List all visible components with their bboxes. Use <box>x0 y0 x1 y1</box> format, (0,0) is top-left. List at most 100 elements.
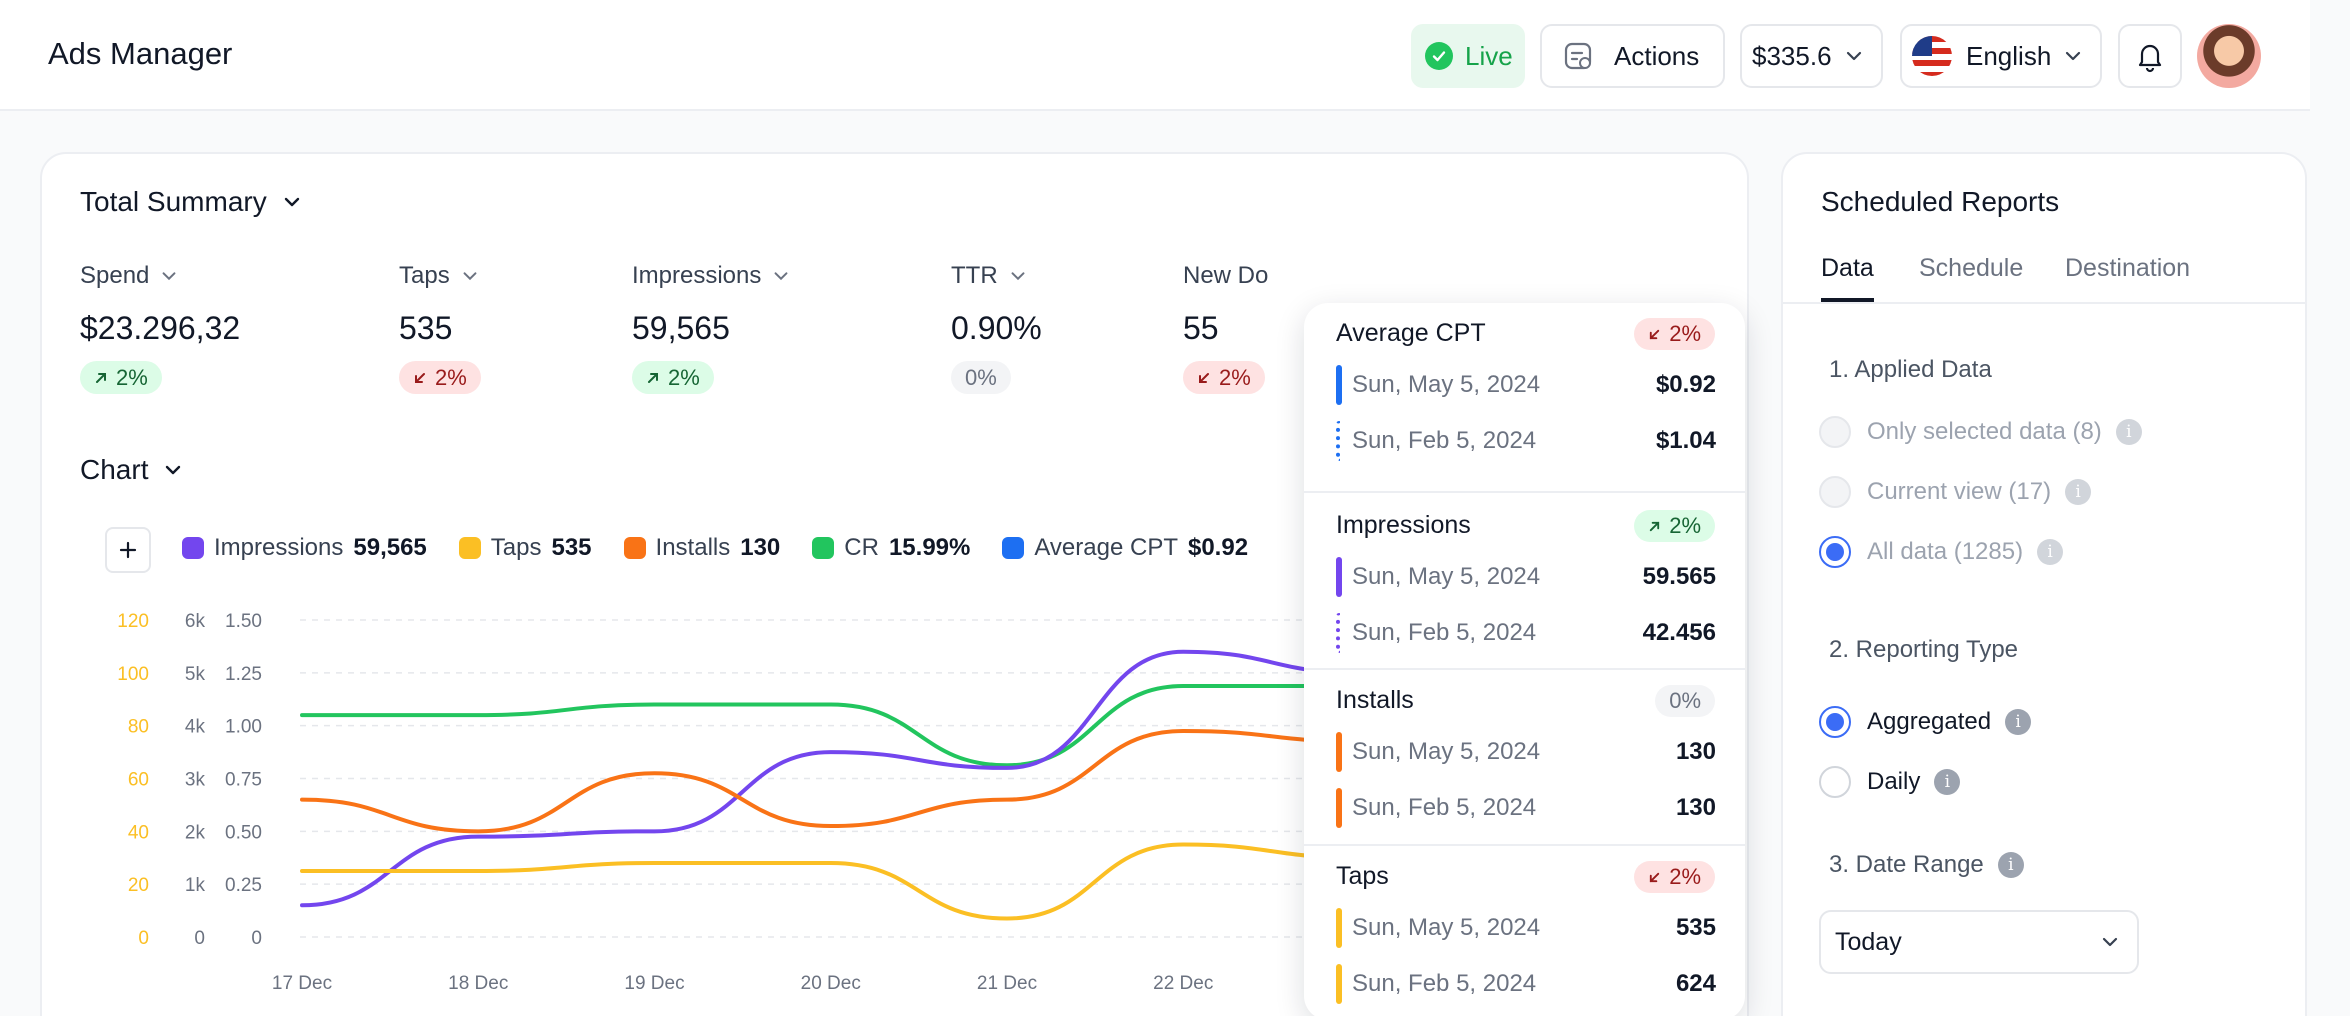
info-icon[interactable]: i <box>2005 709 2032 735</box>
series-bar <box>1336 788 1342 828</box>
arrow-up-right-icon <box>1650 521 1660 531</box>
metric-ttr-dropdown[interactable]: TTR <box>951 262 1042 290</box>
legend-label: Average CPT <box>1034 534 1178 561</box>
legend-installs[interactable]: Installs 130 <box>623 534 780 562</box>
radio-all-data[interactable]: All data (1285) i <box>1819 536 2064 568</box>
tooltip-row: Sun, May 5, 2024 $0.92 <box>1336 365 1716 405</box>
tab-schedule[interactable]: Schedule <box>1919 254 2024 282</box>
info-icon[interactable]: i <box>2037 539 2064 565</box>
radio-aggregated[interactable]: Aggregated i <box>1819 706 2032 738</box>
legend-label: Impressions <box>214 534 344 561</box>
tooltip-row: Sun, May 5, 2024 535 <box>1336 908 1716 948</box>
tooltip-section-average-cpt: Average CPT 2% Sun, May 5, 2024 $0.92 Sun… <box>1304 303 1745 491</box>
y-tick-label: 80 <box>128 717 149 738</box>
legend-label: Taps <box>490 534 542 561</box>
tooltip-row: Sun, Feb 5, 2024 42.456 <box>1336 613 1716 653</box>
x-tick-label: 21 Dec <box>977 973 1037 994</box>
y-tick-label: 20 <box>128 875 149 896</box>
y-tick-label: 0 <box>251 928 262 949</box>
radio-button[interactable] <box>1819 416 1851 448</box>
legend-impressions[interactable]: Impressions 59,565 <box>182 534 427 562</box>
tooltip-value: 624 <box>1675 970 1716 997</box>
plus-icon <box>119 541 137 559</box>
actions-button[interactable]: Actions <box>1540 24 1725 88</box>
tooltip-date: Sun, May 5, 2024 <box>1352 914 1541 941</box>
radio-label: Only selected data (8) <box>1867 418 2102 445</box>
radio-label: Aggregated <box>1867 708 1992 735</box>
legend-value: 535 <box>551 534 592 561</box>
change-badge: 2% <box>1634 318 1715 350</box>
tooltip-value: 59.565 <box>1642 563 1716 590</box>
metric-value: $23.296,32 <box>80 310 241 346</box>
series-bar <box>1336 908 1342 948</box>
date-range-value: Today <box>1835 927 1902 956</box>
radio-button[interactable] <box>1819 706 1851 738</box>
radio-label: All data (1285) <box>1867 538 2024 565</box>
chevron-down-icon <box>463 272 477 281</box>
tooltip-value: 130 <box>1675 738 1716 765</box>
tooltip-date: Sun, May 5, 2024 <box>1352 563 1541 590</box>
chevron-down-icon <box>284 197 299 207</box>
metric-label: Spend <box>80 262 150 289</box>
legend-swatch <box>1002 537 1025 559</box>
radio-current-view[interactable]: Current view (17) i <box>1819 476 2092 508</box>
legend-cr[interactable]: CR 15.99% <box>812 534 970 562</box>
date-range-select[interactable]: Today <box>1819 910 2139 974</box>
change-badge: 2% <box>80 361 162 394</box>
info-icon[interactable]: i <box>1934 769 1961 795</box>
metric-spend: Spend $23.296,32 2% <box>80 262 240 394</box>
tab-destination[interactable]: Destination <box>2065 254 2191 282</box>
metric-new-downloads: New Do 55 2% <box>1183 262 1268 394</box>
metric-taps-dropdown[interactable]: Taps <box>399 262 481 290</box>
y-tick-label: 40 <box>128 822 149 843</box>
total-summary-dropdown[interactable]: Total Summary <box>80 186 303 218</box>
y-tick-label: 1k <box>185 875 206 896</box>
tooltip-date: Sun, Feb 5, 2024 <box>1352 970 1537 997</box>
balance-dropdown[interactable]: $335.6 <box>1740 24 1883 88</box>
info-icon[interactable]: i <box>2115 419 2142 445</box>
y-tick-label: 1.25 <box>225 664 262 685</box>
tooltip-value: 535 <box>1675 914 1716 941</box>
radio-daily[interactable]: Daily i <box>1819 766 1961 798</box>
language-label: English <box>1966 40 2052 71</box>
legend-value: $0.92 <box>1187 534 1249 561</box>
tooltip-section-title: Installs <box>1336 686 1414 714</box>
metric-label: Impressions <box>632 262 762 289</box>
radio-button[interactable] <box>1819 476 1851 508</box>
tooltip-section-title: Average CPT <box>1336 319 1486 347</box>
metric-impressions-dropdown[interactable]: Impressions <box>632 262 791 290</box>
radio-only-selected-data[interactable]: Only selected data (8) i <box>1819 416 2142 448</box>
arrow-down-left-icon <box>1650 329 1660 339</box>
y-tick-label: 1.50 <box>225 611 262 632</box>
document-actions-icon <box>1564 42 1592 70</box>
info-icon[interactable]: i <box>2065 479 2092 505</box>
metric-new-downloads-dropdown[interactable]: New Do <box>1183 262 1268 290</box>
tooltip-date: Sun, May 5, 2024 <box>1352 738 1541 765</box>
metric-taps: Taps 535 2% <box>399 262 481 394</box>
total-summary-title: Total Summary <box>80 186 267 217</box>
user-avatar[interactable] <box>2197 24 2261 88</box>
chevron-down-icon <box>2065 51 2081 61</box>
live-status-button[interactable]: Live <box>1411 24 1525 88</box>
legend-average-cpt[interactable]: Average CPT $0.92 <box>1002 534 1248 562</box>
chevron-down-icon <box>162 272 176 281</box>
change-badge: 2% <box>1634 861 1715 893</box>
info-icon[interactable]: i <box>1997 852 2024 878</box>
date-range-label: 3. Date Range <box>1829 851 1984 878</box>
tab-data[interactable]: Data <box>1821 254 1874 302</box>
legend-taps[interactable]: Taps 535 <box>458 534 592 562</box>
notifications-button[interactable] <box>2118 24 2182 88</box>
radio-button[interactable] <box>1819 536 1851 568</box>
change-badge: 2% <box>1183 361 1265 394</box>
radio-button[interactable] <box>1819 766 1851 798</box>
tooltip-date: Sun, Feb 5, 2024 <box>1352 794 1537 821</box>
language-dropdown[interactable]: English <box>1900 24 2102 88</box>
metric-spend-dropdown[interactable]: Spend <box>80 262 240 290</box>
metric-ttr: TTR 0.90% 0% <box>951 262 1042 394</box>
y-tick-label: 1.00 <box>225 717 262 738</box>
chart-legend: Impressions 59,565 Taps 535 Installs 130 CR… <box>182 534 1280 562</box>
chart-dropdown[interactable]: Chart <box>80 454 184 486</box>
metric-value: 535 <box>399 310 453 346</box>
tooltip-row: Sun, Feb 5, 2024 624 <box>1336 964 1716 1004</box>
add-series-button[interactable] <box>105 527 151 573</box>
